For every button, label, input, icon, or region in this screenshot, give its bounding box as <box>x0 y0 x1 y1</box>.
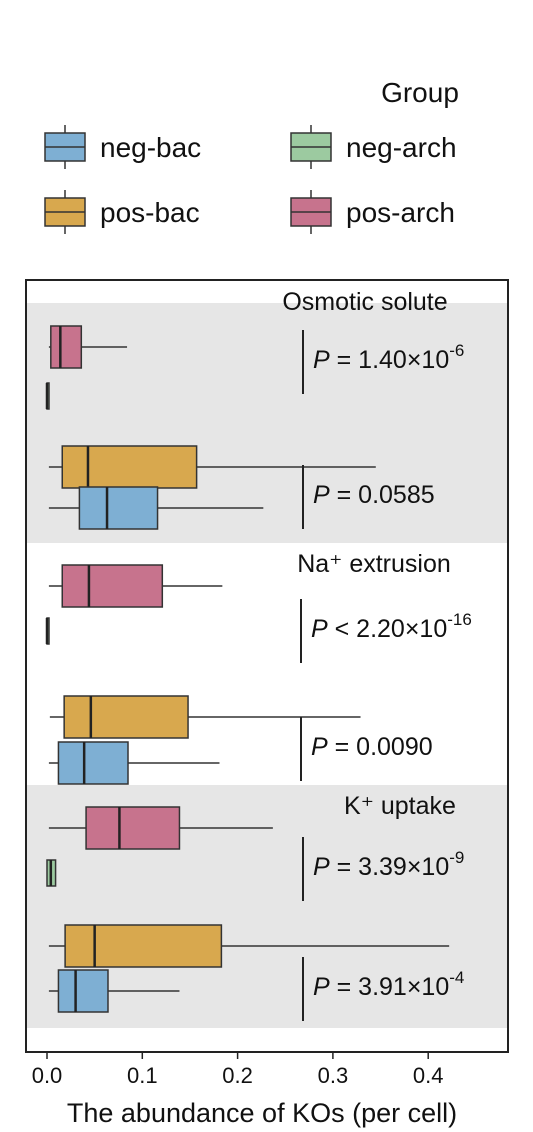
panel-title: K⁺ uptake <box>344 792 456 820</box>
box-pos-arch <box>48 564 223 608</box>
pvalue-label: P = 3.39×10-9 <box>313 848 464 881</box>
legend-item-pos-arch: pos-arch <box>290 190 455 234</box>
legend-label: neg-bac <box>100 132 201 163</box>
x-tick-label: 0.4 <box>413 1063 444 1088</box>
legend-label: neg-arch <box>346 132 457 163</box>
box-neg-arch <box>45 382 50 410</box>
box-iqr <box>63 695 189 739</box>
x-tick-label: 0.0 <box>32 1063 63 1088</box>
box-neg-bac <box>48 969 180 1013</box>
panel-3: K⁺ uptake P = 3.39×10-9 P = 3.91×10-4 <box>27 785 507 1028</box>
plot-frame <box>25 279 509 1053</box>
panel-2: Na⁺ extrusion P < 2.20×10-16 P = 0.0090 <box>45 550 472 785</box>
box-pos-arch <box>48 806 273 850</box>
box-iqr <box>85 806 181 850</box>
box-iqr <box>78 486 159 530</box>
x-axis-label: The abundance of KOs (per cell) <box>67 1098 457 1128</box>
pvalue-label: P = 0.0090 <box>311 733 433 761</box>
legend: Group neg-bac neg-arch pos-bac pos-arch <box>44 77 459 234</box>
box-iqr <box>61 445 198 489</box>
box-iqr <box>57 741 129 785</box>
pvalue-label: P = 3.91×10-4 <box>313 968 464 1001</box>
box-iqr <box>61 564 164 608</box>
legend-title: Group <box>381 77 459 108</box>
box-neg-bac <box>48 486 264 530</box>
legend-item-neg-arch: neg-arch <box>290 125 457 169</box>
panel-title: Osmotic solute <box>282 288 447 316</box>
x-tick-label: 0.2 <box>222 1063 253 1088</box>
legend-label: pos-bac <box>100 197 200 228</box>
legend-item-neg-bac: neg-bac <box>44 125 201 169</box>
box-neg-arch <box>46 859 57 887</box>
panel-title: Na⁺ extrusion <box>297 550 451 578</box>
box-iqr <box>57 969 109 1013</box>
box-iqr <box>50 325 83 369</box>
box-pos-bac <box>48 445 376 489</box>
legend-label: pos-arch <box>346 197 455 228</box>
box-pos-arch <box>48 325 128 369</box>
legend-item-pos-bac: pos-bac <box>44 190 200 234</box>
box-neg-bac <box>48 741 220 785</box>
box-pos-bac <box>48 924 450 968</box>
pvalue-label: P = 1.40×10-6 <box>313 341 464 374</box>
x-tick-label: 0.1 <box>127 1063 158 1088</box>
x-axis: 0.0 0.1 0.2 0.3 0.4 <box>32 1052 444 1088</box>
panel-1: Osmotic solute P = 1.40×10-6 P = 0.0585 <box>27 288 507 543</box>
pvalue-label: P = 0.0585 <box>313 481 435 509</box>
plot-panels: Osmotic solute P = 1.40×10-6 P = 0.0585 Na⁺… <box>27 288 507 1028</box>
box-iqr <box>64 924 223 968</box>
pvalue-label: P < 2.20×10-16 <box>311 610 472 643</box>
box-neg-arch <box>45 617 50 645</box>
x-tick-label: 0.3 <box>318 1063 349 1088</box>
box-pos-bac <box>49 695 361 739</box>
